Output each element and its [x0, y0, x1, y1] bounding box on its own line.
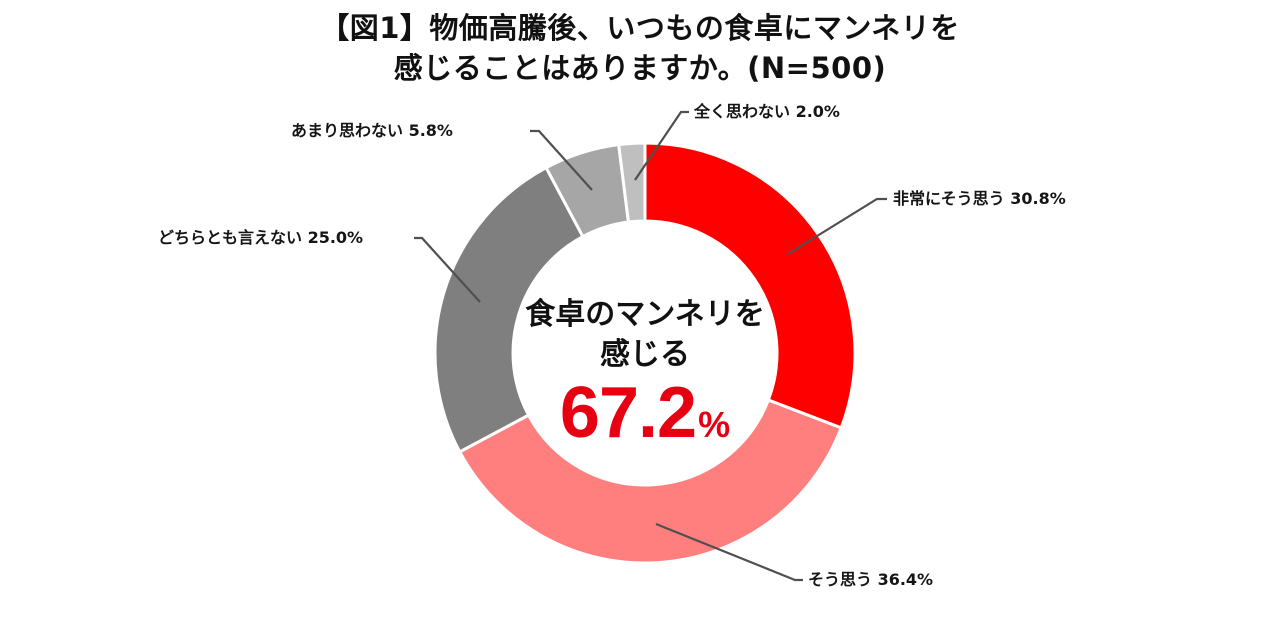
data-label-strongly-agree: 非常にそう思う 30.8% — [893, 189, 1066, 208]
data-label-strongly-disagree: 全く思わない 2.0% — [694, 102, 840, 121]
center-label-line-2: 感じる — [600, 337, 690, 372]
leader-line-strongly-disagree — [634, 110, 689, 181]
chart-title-line-2: 感じることはありますか。(N=500) — [393, 51, 887, 85]
leader-line-agree — [655, 522, 803, 582]
leader-line-strongly-agree — [787, 197, 887, 255]
leader-line-somewhat-disagree — [530, 129, 593, 191]
chart-title: 【図1】物価高騰後、いつもの食卓にマンネリを 感じることはありますか。(N=50… — [0, 8, 1280, 88]
donut-slice-strongly-disagree — [617, 141, 647, 224]
leader-line-neutral — [414, 236, 481, 303]
donut-slice-neutral — [433, 165, 585, 454]
center-value-unit: % — [698, 404, 731, 445]
center-value: 67.2% — [505, 377, 785, 466]
center-value-number: 67.2 — [559, 373, 697, 453]
donut-slice-agree — [457, 398, 844, 565]
donut-slices — [433, 141, 857, 565]
data-label-somewhat-disagree: あまり思わない 5.8% — [291, 121, 453, 140]
center-label-line-1: 食卓のマンネリを — [525, 297, 765, 332]
data-label-neutral: どちらとも言えない 25.0% — [158, 228, 364, 247]
chart-title-line-1: 【図1】物価高騰後、いつもの食卓にマンネリを — [320, 11, 960, 45]
leader-lines — [414, 110, 887, 582]
center-annotation: 食卓のマンネリを 感じる 67.2% — [505, 295, 785, 466]
donut-slice-strongly-agree — [643, 141, 857, 430]
data-label-agree: そう思う 36.4% — [808, 570, 934, 589]
